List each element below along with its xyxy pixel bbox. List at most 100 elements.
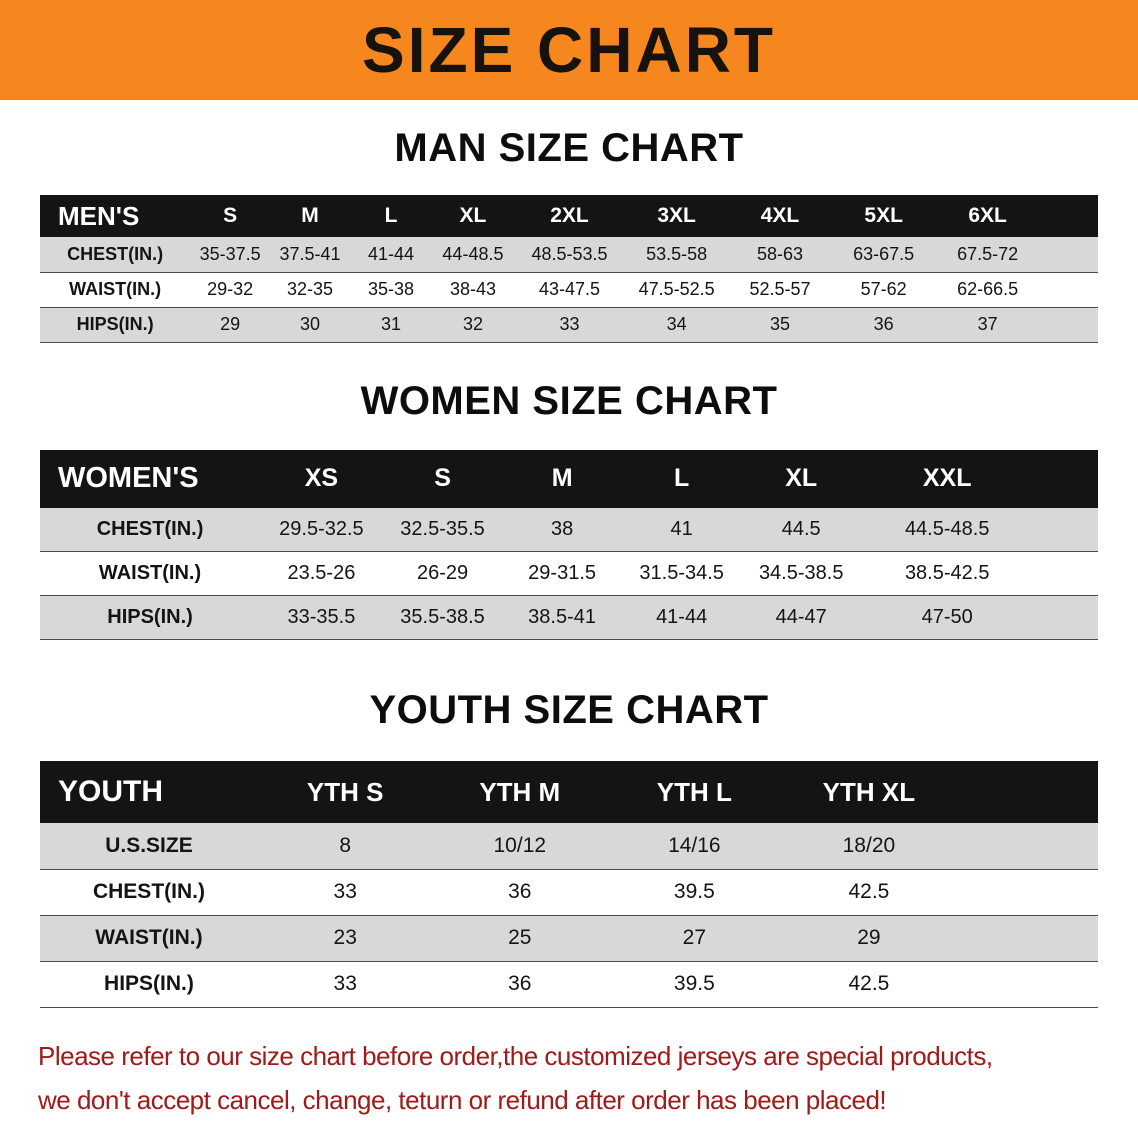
youth-col-header: YTH XL xyxy=(781,761,957,823)
size-cell: 34.5-38.5 xyxy=(741,551,861,596)
size-cell: 23.5-26 xyxy=(260,551,383,596)
men-col-header: S xyxy=(190,195,271,237)
size-cell: 38-43 xyxy=(431,272,514,308)
youth-ussize-row: U.S.SIZE 8 10/12 14/16 18/20 xyxy=(40,823,1098,870)
row-label: WAIST(IN.) xyxy=(40,915,258,962)
youth-header-row: YOUTH YTH S YTH M YTH L YTH XL xyxy=(40,761,1098,823)
row-spacer xyxy=(956,961,1098,1008)
women-col-header: XL xyxy=(741,449,861,508)
size-cell: 29-31.5 xyxy=(502,551,622,596)
row-label: HIPS(IN.) xyxy=(40,595,261,640)
row-label: U.S.SIZE xyxy=(40,823,258,870)
row-spacer xyxy=(956,823,1098,870)
men-hips-row: HIPS(IN.) 29 30 31 32 33 34 35 36 37 xyxy=(40,307,1098,343)
men-header-row: MEN'S S M L XL 2XL 3XL 4XL 5XL 6XL xyxy=(40,195,1098,237)
men-col-header: 3XL xyxy=(625,195,729,237)
size-cell: 14/16 xyxy=(607,823,782,870)
size-cell: 47-50 xyxy=(860,595,1034,640)
size-cell: 31.5-34.5 xyxy=(621,551,742,596)
size-cell: 41-44 xyxy=(349,237,432,273)
size-cell: 35-38 xyxy=(349,272,432,308)
size-cell: 33 xyxy=(513,307,626,343)
row-label: CHEST(IN.) xyxy=(40,507,261,552)
row-spacer xyxy=(1039,307,1098,343)
footer-disclaimer: Please refer to our size chart before or… xyxy=(38,1034,1100,1122)
header-spacer xyxy=(1039,195,1098,237)
size-cell: 36 xyxy=(831,307,936,343)
size-cell: 44.5 xyxy=(741,507,861,552)
men-size-table: MEN'S S M L XL 2XL 3XL 4XL 5XL 6XL CHEST… xyxy=(40,195,1098,343)
size-cell: 31 xyxy=(349,307,432,343)
row-label: WAIST(IN.) xyxy=(40,551,261,596)
men-col-header: M xyxy=(270,195,350,237)
header-spacer xyxy=(1033,449,1098,508)
size-cell: 58-63 xyxy=(728,237,832,273)
size-cell: 32.5-35.5 xyxy=(382,507,503,552)
men-col-header: 6XL xyxy=(935,195,1040,237)
size-cell: 35-37.5 xyxy=(190,237,271,273)
row-label: CHEST(IN.) xyxy=(40,237,191,273)
size-cell: 42.5 xyxy=(781,961,957,1008)
men-col-header: 2XL xyxy=(513,195,626,237)
size-cell: 41 xyxy=(621,507,742,552)
size-cell: 67.5-72 xyxy=(935,237,1040,273)
women-waist-row: WAIST(IN.) 23.5-26 26-29 29-31.5 31.5-34… xyxy=(40,551,1098,596)
youth-col-header: YTH L xyxy=(607,761,782,823)
footer-disclaimer-line2: we don't accept cancel, change, teturn o… xyxy=(38,1084,887,1115)
women-section-heading: WOMEN SIZE CHART xyxy=(360,378,778,423)
row-spacer xyxy=(1039,237,1098,273)
size-cell: 44.5-48.5 xyxy=(860,507,1034,552)
size-cell: 39.5 xyxy=(607,869,782,916)
size-cell: 62-66.5 xyxy=(935,272,1040,308)
size-cell: 43-47.5 xyxy=(513,272,626,308)
women-chest-row: CHEST(IN.) 29.5-32.5 32.5-35.5 38 41 44.… xyxy=(40,507,1098,552)
size-cell: 52.5-57 xyxy=(728,272,832,308)
men-section-heading: MAN SIZE CHART xyxy=(394,126,744,170)
row-spacer xyxy=(956,915,1098,962)
youth-section-heading: YOUTH SIZE CHART xyxy=(369,688,769,732)
size-cell: 36 xyxy=(432,869,608,916)
men-col-header: XL xyxy=(431,195,514,237)
size-cell: 42.5 xyxy=(781,869,957,916)
row-spacer xyxy=(1033,595,1098,640)
size-cell: 34 xyxy=(625,307,729,343)
women-size-table: WOMEN'S XS S M L XL XXL CHEST(IN.) 29.5-… xyxy=(40,449,1098,640)
women-col-header: L xyxy=(621,449,742,508)
size-cell: 38.5-42.5 xyxy=(860,551,1034,596)
women-table-title: WOMEN'S xyxy=(40,449,261,508)
size-cell: 41-44 xyxy=(621,595,742,640)
row-label: HIPS(IN.) xyxy=(40,961,258,1008)
size-cell: 18/20 xyxy=(781,823,957,870)
size-cell: 57-62 xyxy=(831,272,936,308)
page-title: SIZE CHART xyxy=(362,14,776,86)
youth-table-title: YOUTH xyxy=(40,761,258,823)
row-spacer xyxy=(1033,507,1098,552)
size-cell: 44-47 xyxy=(741,595,861,640)
size-cell: 35.5-38.5 xyxy=(382,595,503,640)
size-cell: 37 xyxy=(935,307,1040,343)
size-chart-banner: SIZE CHART xyxy=(0,0,1138,100)
women-header-row: WOMEN'S XS S M L XL XXL xyxy=(40,449,1098,508)
youth-chest-row: CHEST(IN.) 33 36 39.5 42.5 xyxy=(40,869,1098,916)
men-col-header: 5XL xyxy=(831,195,936,237)
youth-col-header: YTH M xyxy=(432,761,608,823)
row-label: HIPS(IN.) xyxy=(40,307,191,343)
size-cell: 32 xyxy=(431,307,514,343)
size-cell: 47.5-52.5 xyxy=(625,272,729,308)
men-chest-row: CHEST(IN.) 35-37.5 37.5-41 41-44 44-48.5… xyxy=(40,237,1098,273)
size-cell: 44-48.5 xyxy=(431,237,514,273)
size-cell: 29-32 xyxy=(190,272,271,308)
size-cell: 33 xyxy=(257,869,433,916)
footer-disclaimer-line1: Please refer to our size chart before or… xyxy=(38,1040,993,1071)
women-col-header: S xyxy=(382,449,503,508)
youth-hips-row: HIPS(IN.) 33 36 39.5 42.5 xyxy=(40,961,1098,1008)
row-spacer xyxy=(956,869,1098,916)
row-label: CHEST(IN.) xyxy=(40,869,258,916)
size-cell: 30 xyxy=(270,307,350,343)
size-cell: 27 xyxy=(607,915,782,962)
size-cell: 26-29 xyxy=(382,551,503,596)
youth-col-header: YTH S xyxy=(257,761,433,823)
size-cell: 8 xyxy=(257,823,433,870)
men-col-header: 4XL xyxy=(728,195,832,237)
youth-size-table: YOUTH YTH S YTH M YTH L YTH XL U.S.SIZE … xyxy=(40,761,1098,1008)
